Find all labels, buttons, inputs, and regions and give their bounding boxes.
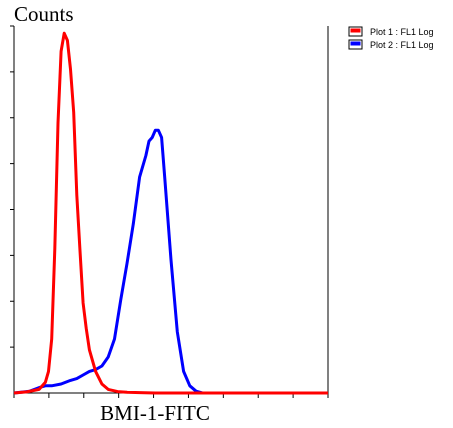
plot-axes xyxy=(10,25,329,398)
series-line-2 xyxy=(13,128,328,395)
x-axis-label: BMI-1-FITC xyxy=(100,401,210,425)
legend-swatch xyxy=(350,41,361,46)
legend-label: Plot 1 : FL1 Log xyxy=(370,27,434,37)
legend: Plot 1 : FL1 Log Plot 2 : FL1 Log xyxy=(348,26,434,50)
series-layer xyxy=(13,31,328,395)
legend-swatch xyxy=(350,28,361,33)
y-axis-label: Counts xyxy=(14,2,74,26)
legend-item-2: Plot 2 : FL1 Log xyxy=(348,39,434,50)
legend-item-1: Plot 1 : FL1 Log xyxy=(348,26,434,37)
legend-label: Plot 2 : FL1 Log xyxy=(370,40,434,50)
series-line-1 xyxy=(13,31,328,395)
